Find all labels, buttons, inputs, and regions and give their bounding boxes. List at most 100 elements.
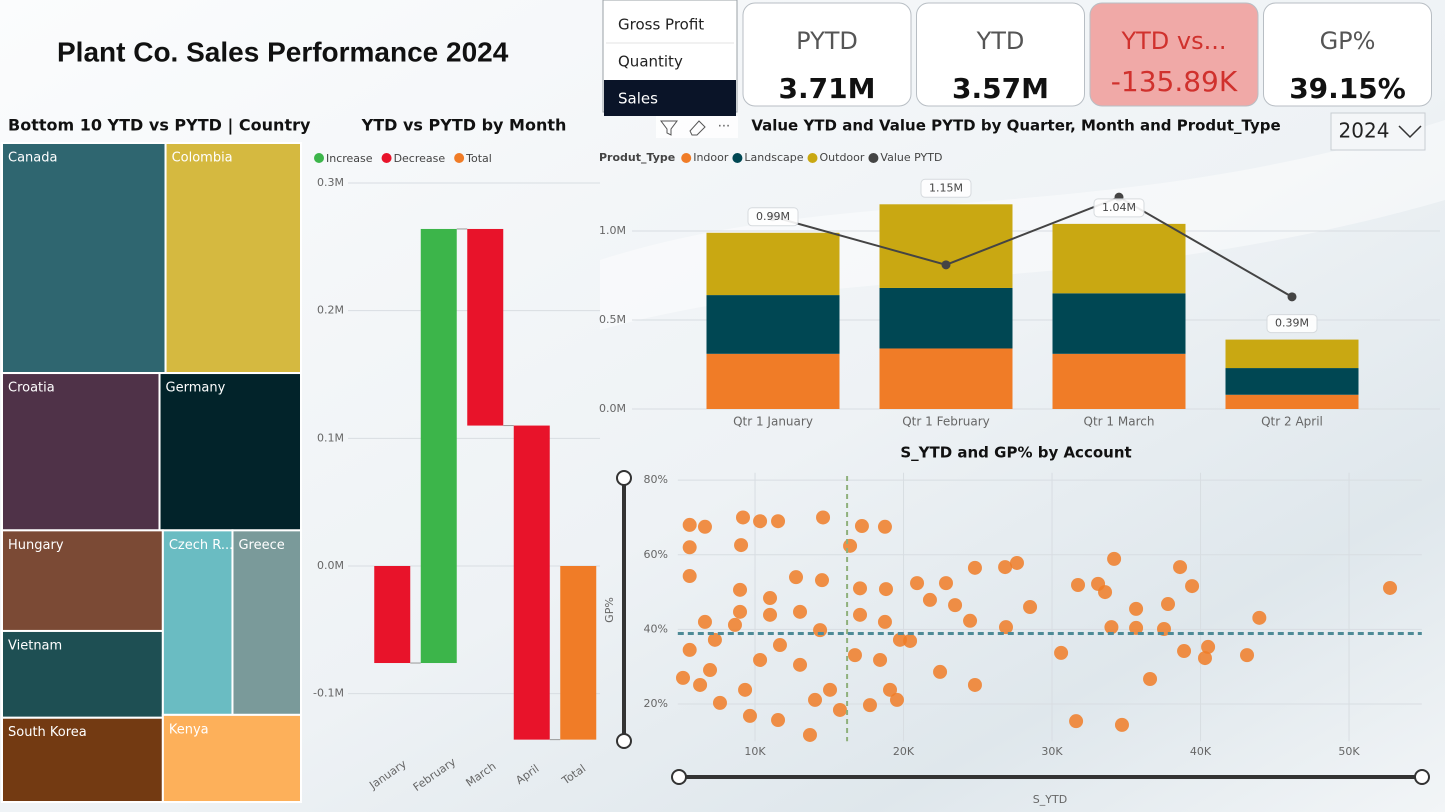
waterfall-bar[interactable] <box>513 425 550 740</box>
scatter-point[interactable] <box>1173 560 1188 575</box>
scatter-point[interactable] <box>753 652 768 667</box>
stacked-bar[interactable] <box>879 287 1013 349</box>
slicer-option[interactable]: Gross Profit <box>618 16 704 34</box>
scatter-point[interactable] <box>682 540 697 555</box>
scatter-point[interactable] <box>1129 620 1144 635</box>
scatter-point[interactable] <box>793 657 808 672</box>
scatter-point[interactable] <box>693 677 708 692</box>
stacked-bar[interactable] <box>1225 339 1359 369</box>
scatter-point[interactable] <box>862 698 877 713</box>
scatter-point[interactable] <box>1252 610 1267 625</box>
scatter-point[interactable] <box>772 638 787 653</box>
scatter-point[interactable] <box>967 560 982 575</box>
scatter-point[interactable] <box>733 582 748 597</box>
more-icon[interactable]: ··· <box>718 120 730 135</box>
scatter-point[interactable] <box>1069 714 1084 729</box>
scatter-point[interactable] <box>877 614 892 629</box>
treemap-tile[interactable] <box>1 142 167 375</box>
scatter-point[interactable] <box>1129 601 1144 616</box>
pytd-marker[interactable] <box>941 260 951 270</box>
scatter-point[interactable] <box>712 695 727 710</box>
scatter-point[interactable] <box>883 682 898 697</box>
treemap-tile[interactable] <box>1 716 164 803</box>
scatter-point[interactable] <box>808 692 823 707</box>
scatter-point[interactable] <box>682 517 697 532</box>
scatter-point[interactable] <box>1104 620 1119 635</box>
scatter-point[interactable] <box>1383 580 1398 595</box>
scatter-point[interactable] <box>1240 648 1255 663</box>
scatter-point[interactable] <box>877 519 892 534</box>
scatter-point[interactable] <box>1201 639 1216 654</box>
stacked-bar[interactable] <box>1052 353 1186 409</box>
scatter-point[interactable] <box>847 648 862 663</box>
treemap-tile[interactable] <box>231 529 302 716</box>
scatter-point[interactable] <box>707 632 722 647</box>
scatter-point[interactable] <box>727 617 742 632</box>
scatter-point[interactable] <box>967 677 982 692</box>
scatter-point[interactable] <box>793 604 808 619</box>
stacked-bar[interactable] <box>1225 368 1359 395</box>
stacked-bar[interactable] <box>879 348 1013 409</box>
treemap-tile[interactable] <box>161 713 302 803</box>
scatter-point[interactable] <box>1107 551 1122 566</box>
x-slider-handle[interactable] <box>1414 769 1430 785</box>
scatter-point[interactable] <box>814 573 829 588</box>
scatter-point[interactable] <box>889 692 904 707</box>
scatter-point[interactable] <box>682 569 697 584</box>
scatter-point[interactable] <box>771 713 786 728</box>
scatter-point[interactable] <box>1114 717 1129 732</box>
scatter-point[interactable] <box>879 582 894 597</box>
stacked-bar[interactable] <box>706 232 840 296</box>
slicer-selected[interactable] <box>604 80 736 116</box>
scatter-point[interactable] <box>910 576 925 591</box>
scatter-point[interactable] <box>1071 577 1086 592</box>
scatter-point[interactable] <box>1023 600 1038 614</box>
slicer-option[interactable]: Quantity <box>618 53 683 71</box>
slicer-option[interactable]: Sales <box>618 90 658 108</box>
waterfall-bar[interactable] <box>560 566 597 740</box>
scatter-point[interactable] <box>789 570 804 585</box>
scatter-point[interactable] <box>703 663 718 678</box>
scatter-point[interactable] <box>873 652 888 667</box>
y-slider-handle[interactable] <box>616 470 632 486</box>
scatter-point[interactable] <box>998 620 1013 635</box>
filter-icon[interactable] <box>660 120 678 136</box>
scatter-point[interactable] <box>853 607 868 622</box>
scatter-point[interactable] <box>813 623 828 638</box>
scatter-point[interactable] <box>682 642 697 657</box>
stacked-bar[interactable] <box>706 353 840 409</box>
treemap-tile[interactable] <box>161 529 234 716</box>
stacked-bar[interactable] <box>706 295 840 354</box>
stacked-bar[interactable] <box>1052 223 1186 294</box>
scatter-point[interactable] <box>1054 645 1069 660</box>
y-slider-handle[interactable] <box>616 733 632 749</box>
stacked-bar[interactable] <box>1225 394 1359 409</box>
scatter-point[interactable] <box>735 510 750 525</box>
scatter-point[interactable] <box>854 519 869 534</box>
scatter-point[interactable] <box>853 581 868 596</box>
scatter-point[interactable] <box>948 598 963 613</box>
x-slider-handle[interactable] <box>671 769 687 785</box>
waterfall-bar[interactable] <box>374 566 411 664</box>
stacked-bar[interactable] <box>1052 293 1186 354</box>
scatter-point[interactable] <box>763 591 778 606</box>
scatter-point[interactable] <box>843 538 858 553</box>
scatter-point[interactable] <box>816 510 831 525</box>
scatter-point[interactable] <box>938 576 953 591</box>
scatter-point[interactable] <box>1009 555 1024 570</box>
scatter-point[interactable] <box>1177 644 1192 659</box>
scatter-point[interactable] <box>903 633 918 648</box>
scatter-point[interactable] <box>697 519 712 534</box>
pytd-marker[interactable] <box>1287 292 1297 302</box>
scatter-point[interactable] <box>733 604 748 619</box>
scatter-point[interactable] <box>738 682 753 697</box>
year-slicer[interactable]: 2024 <box>1330 112 1426 151</box>
waterfall-bar[interactable] <box>467 228 504 426</box>
year-label[interactable]: 2024 <box>1339 119 1390 143</box>
treemap-tile[interactable] <box>164 142 302 375</box>
scatter-point[interactable] <box>734 538 749 553</box>
treemap-tile[interactable] <box>1 629 164 719</box>
scatter-point[interactable] <box>892 632 907 647</box>
eraser-icon[interactable] <box>689 120 706 136</box>
scatter-point[interactable] <box>998 560 1013 575</box>
